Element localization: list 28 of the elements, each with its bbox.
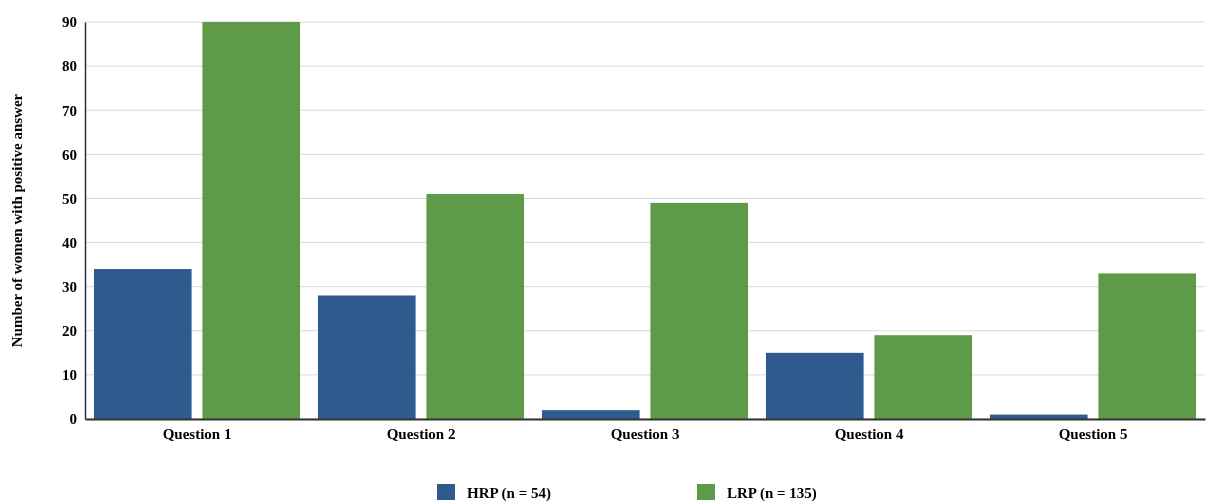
legend-label: HRP (n = 54): [467, 485, 551, 502]
x-tick-label: Question 5: [1058, 425, 1128, 442]
y-tick-label: 30: [62, 278, 77, 295]
y-tick-label: 70: [62, 102, 77, 119]
y-tick-label: 90: [62, 14, 77, 31]
x-tick-label: Question 1: [162, 425, 232, 442]
y-tick-label: 50: [62, 190, 77, 207]
y-tick-label: 0: [69, 411, 77, 428]
y-axis-title: Number of women with positive answer: [9, 93, 25, 348]
y-tick-label: 60: [62, 146, 77, 163]
bar: [93, 269, 192, 419]
bar: [317, 295, 416, 419]
bar: [650, 202, 749, 419]
y-tick-label: 20: [62, 323, 77, 340]
legend-label: LRP (n = 135): [727, 485, 817, 502]
bar: [1098, 273, 1197, 419]
bar: [874, 335, 973, 419]
y-tick-label: 40: [62, 234, 77, 251]
x-tick-label: Question 2: [386, 425, 456, 442]
bar: [202, 22, 301, 419]
x-tick-label: Question 4: [834, 425, 904, 442]
x-tick-label: Question 3: [610, 425, 680, 442]
bar: [426, 194, 525, 419]
y-tick-label: 10: [62, 367, 77, 384]
bar: [541, 410, 640, 419]
y-tick-label: 80: [62, 58, 77, 75]
bar: [989, 414, 1088, 419]
bar: [765, 352, 864, 419]
